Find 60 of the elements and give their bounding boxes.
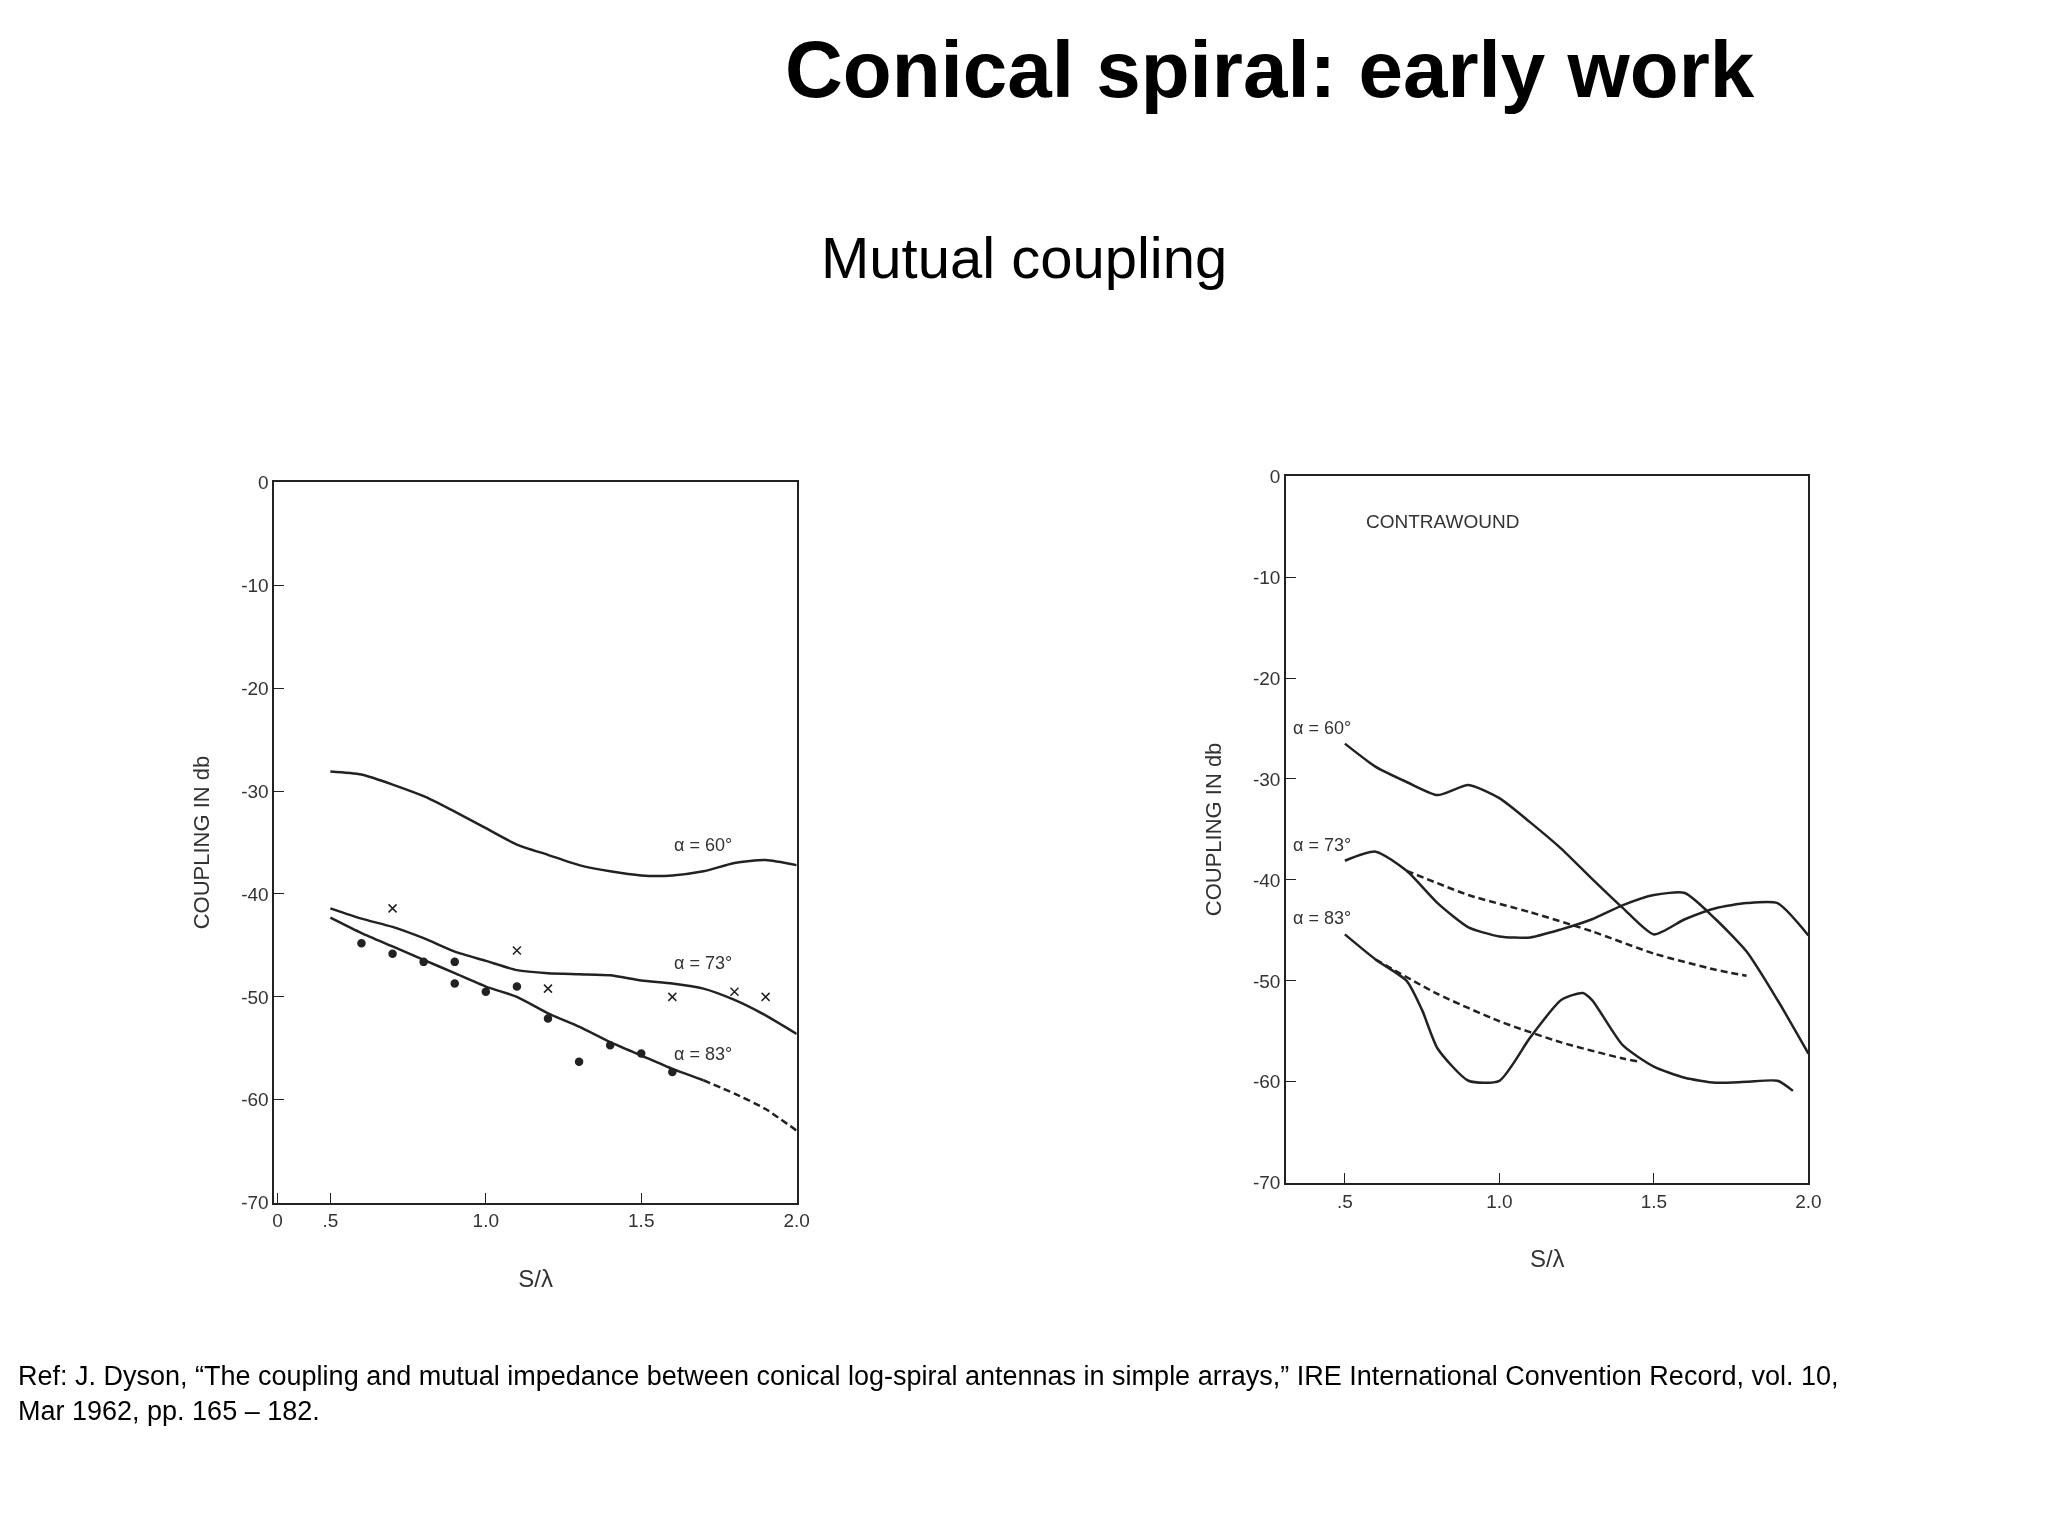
point	[387, 903, 398, 914]
y-axis-title: COUPLING IN db	[189, 755, 215, 930]
y-tick-label: -10	[1252, 566, 1281, 588]
point	[512, 982, 522, 991]
y-tick-label: -60	[1252, 1071, 1281, 1093]
series-label: α = 83°	[1293, 908, 1352, 928]
y-tick-label: -20	[241, 677, 269, 699]
y-axis-title: COUPLING IN db	[1201, 742, 1227, 917]
y-tick-label: -30	[1252, 768, 1281, 790]
point	[357, 939, 366, 948]
y-tick-label: -50	[1252, 970, 1281, 992]
x-tick-label: 1.0	[1486, 1190, 1513, 1212]
series-label: α = 83°	[674, 1044, 733, 1064]
line-series	[1405, 869, 1748, 978]
series-label: α = 60°	[674, 835, 733, 855]
y-tick-label: -60	[241, 1089, 269, 1111]
text: Mutual coupling	[821, 225, 1228, 290]
x-tick-label: 2.0	[783, 1210, 810, 1232]
x-axis-title: S/λ	[518, 1265, 553, 1293]
y-tick-label: -40	[241, 883, 269, 905]
x-tick-label: .5	[322, 1210, 339, 1232]
point	[667, 992, 678, 1002]
point	[668, 1067, 677, 1077]
line-series	[1343, 933, 1795, 1093]
x-tick-label: 1.5	[628, 1210, 655, 1232]
point	[450, 957, 459, 967]
series-label: α = 60°	[1293, 718, 1352, 738]
y-tick-label: -70	[1252, 1172, 1281, 1194]
text: Conical spiral: early work	[785, 25, 1755, 114]
x-tick-label: 1.0	[472, 1210, 500, 1232]
point	[760, 992, 771, 1002]
point	[512, 945, 522, 956]
series-label: α = 73°	[1293, 835, 1352, 855]
point	[574, 1057, 584, 1066]
x-tick-label: .5	[1336, 1190, 1353, 1212]
x-tick-label: 1.5	[1640, 1190, 1668, 1212]
y-tick-label: -70	[241, 1192, 269, 1214]
y-tick-label: -50	[241, 986, 269, 1008]
x-axis-title: S/λ	[1529, 1245, 1565, 1273]
y-tick-label: -40	[1252, 869, 1281, 891]
y-tick-label: 0	[258, 471, 269, 493]
point	[419, 957, 428, 967]
y-tick-label: -10	[241, 574, 269, 596]
point	[388, 949, 397, 958]
y-tick-label: 0	[1269, 465, 1281, 487]
point	[605, 1040, 615, 1050]
line-series	[1374, 958, 1640, 1063]
point	[637, 1049, 646, 1058]
series-label: α = 73°	[674, 953, 733, 973]
y-tick-label: -30	[241, 780, 269, 802]
y-tick-label: -20	[1252, 667, 1281, 689]
text: Ref: J. Dyson, “The coupling and mutual impedance between conical log-spiral antennas in simple arrays,” IRE International Convention Record, vol. 10, Mar 1962, pp. 165 – 182.	[18, 1361, 1839, 1427]
point	[729, 986, 740, 997]
x-tick-label: 0	[272, 1210, 283, 1232]
x-tick-label: 2.0	[1795, 1190, 1822, 1212]
point	[481, 987, 491, 996]
point	[450, 979, 459, 988]
point	[543, 983, 553, 994]
annotation: CONTRAWOUND	[1366, 511, 1520, 532]
point	[543, 1014, 553, 1023]
